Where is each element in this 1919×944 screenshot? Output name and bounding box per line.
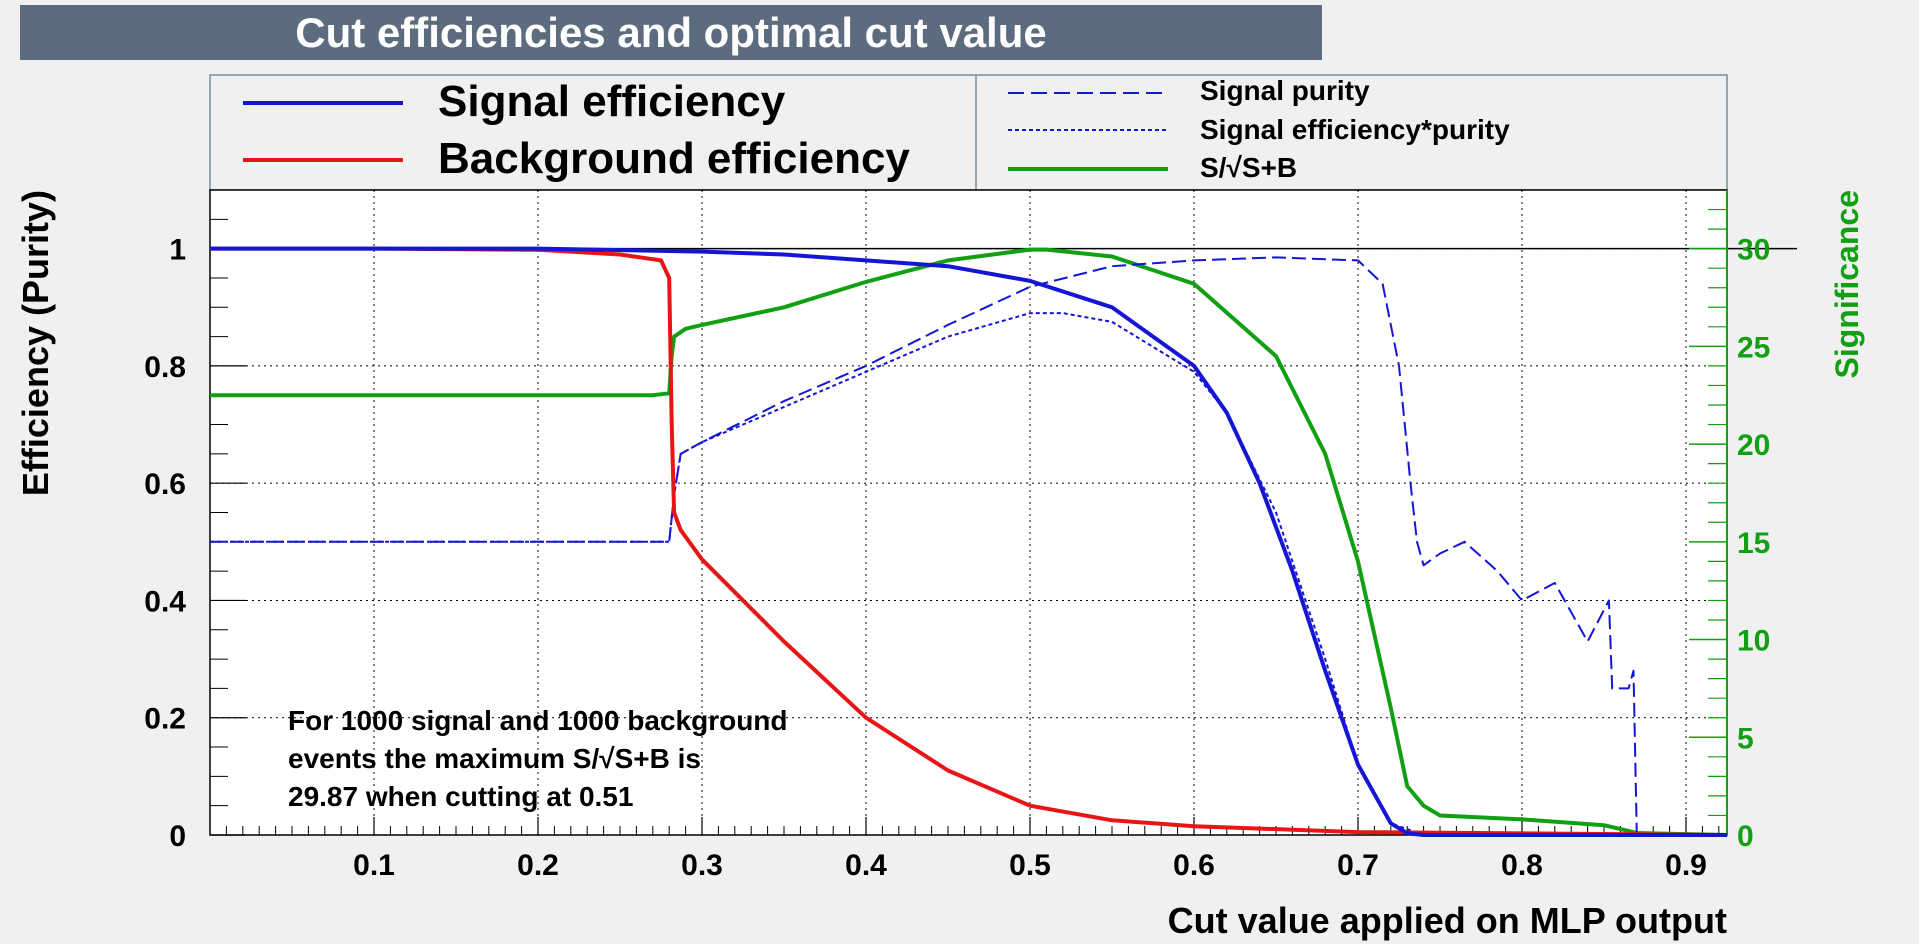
ticks [210,190,1728,836]
annotation-line-2: events the maximum S/√S+B is [288,743,701,774]
legend-signal-purity-label: Signal purity [1200,75,1370,106]
annotation-line-3: 29.87 when cutting at 0.51 [288,781,633,812]
x-tick-label: 0.2 [517,849,559,882]
curves [210,246,1728,837]
legend-signal-efficiency-label: Signal efficiency [438,77,786,126]
significance-curve [210,247,1728,837]
x-tick-label: 0.9 [1665,849,1707,882]
y2-axis-label: Significance [1829,190,1865,379]
tick-labels: 0.1 0.2 0.3 0.4 0.5 0.6 0.7 0.8 0.9 0 0.2 0.4 0.6 0.8… [144,234,1770,882]
y2-tick-label: 10 [1737,625,1770,658]
annotation-line-1: For 1000 signal and 1000 background [288,705,788,736]
plot-frame [209,189,1728,836]
chart-title: Cut efficiencies and optimal cut value [295,9,1047,56]
x-tick-label: 0.1 [353,849,395,882]
y-tick-label: 1 [169,234,186,267]
x-axis-label: Cut value applied on MLP output [1168,900,1727,941]
y2-tick-label: 20 [1737,429,1770,462]
x-tick-label: 0.5 [1009,849,1051,882]
y2-tick-label: 0 [1737,820,1754,853]
x-tick-label: 0.7 [1337,849,1379,882]
y2-tick-label: 15 [1737,527,1770,560]
y-tick-label: 0.6 [144,468,186,501]
y2-tick-label: 25 [1737,331,1770,364]
legend-background-efficiency-label: Background efficiency [438,134,910,183]
y-tick-label: 0.2 [144,703,186,736]
signal-efficiency-curve [210,246,1727,837]
y-tick-label: 0.8 [144,351,186,384]
signal-purity-curve [210,256,1727,836]
y-tick-label: 0 [169,820,186,853]
x-tick-label: 0.8 [1501,849,1543,882]
y-tick-label: 0.4 [144,585,186,618]
legend-eff-purity-label: Signal efficiency*purity [1200,114,1510,145]
x-tick-label: 0.4 [845,849,887,882]
background-efficiency-curve [210,246,1728,837]
title-bar: Cut efficiencies and optimal cut value [20,5,1322,60]
legend-significance-label: S/√S+B [1200,152,1297,183]
x-tick-label: 0.3 [681,849,723,882]
y2-tick-label: 30 [1737,234,1770,267]
x-tick-label: 0.6 [1173,849,1215,882]
y-axis-label: Efficiency (Purity) [15,190,56,496]
y2-tick-label: 5 [1737,722,1754,755]
